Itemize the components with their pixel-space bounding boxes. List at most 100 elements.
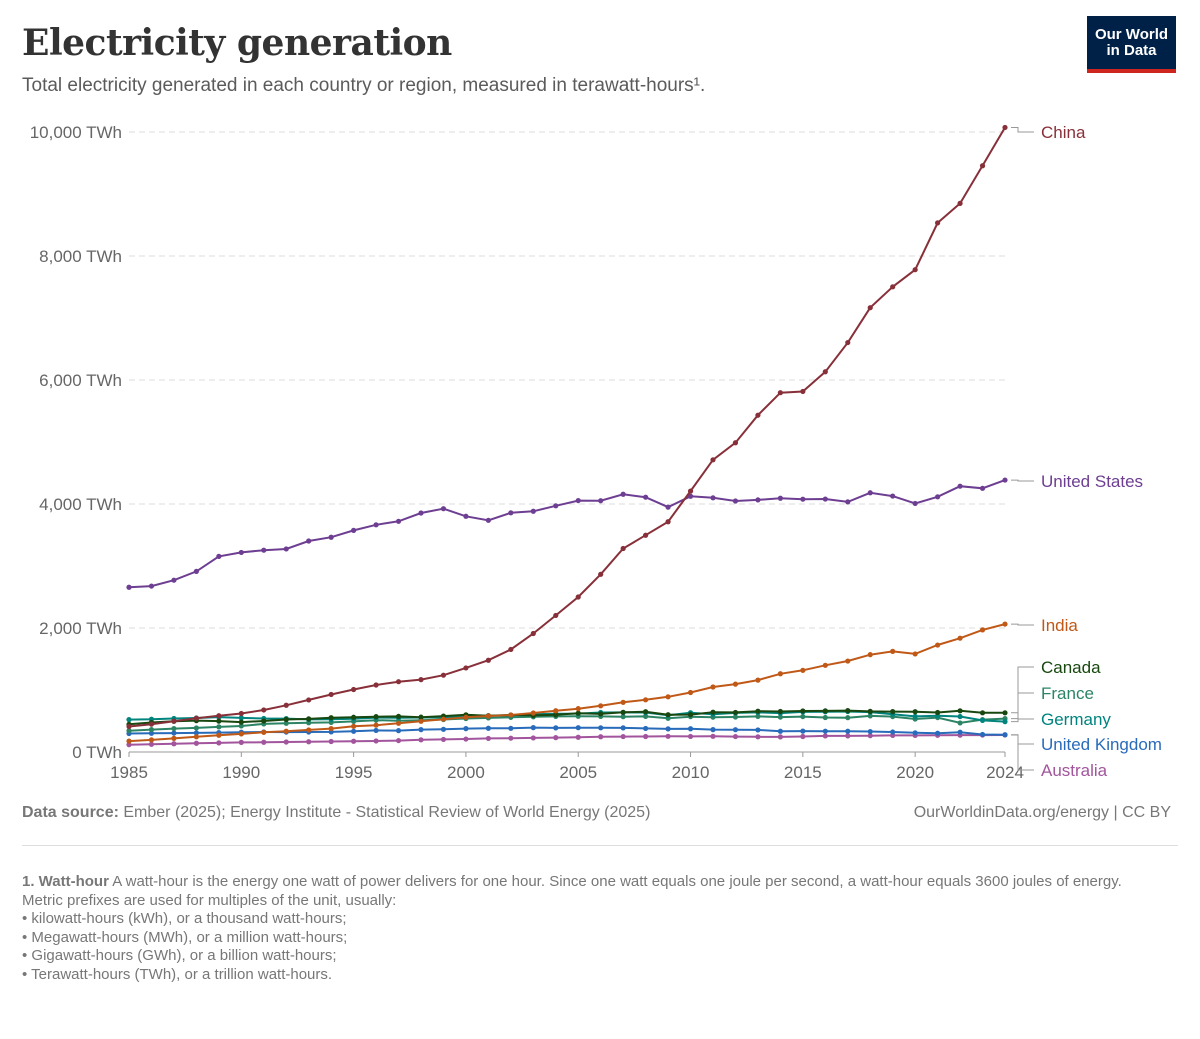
data-point [890, 709, 896, 715]
data-point [620, 725, 626, 731]
data-point [485, 713, 491, 719]
data-point [890, 729, 896, 735]
data-point [171, 577, 177, 583]
data-point [912, 651, 918, 657]
data-point [216, 713, 222, 719]
series-line-china [128, 126, 1006, 728]
data-point [553, 725, 559, 731]
data-point [395, 720, 402, 726]
data-point [845, 499, 851, 505]
data-point [687, 689, 694, 696]
data-point [598, 571, 604, 577]
y-tick-label: 0 TWh [72, 743, 122, 762]
x-tick-label: 2015 [784, 763, 822, 782]
series-line-canada [128, 709, 1005, 726]
series-line-australia [128, 734, 1006, 746]
y-tick-label: 6,000 TWh [39, 371, 122, 390]
data-point [553, 735, 559, 741]
data-point [643, 713, 649, 719]
data-point [440, 672, 447, 678]
label-connector [1011, 666, 1034, 714]
footnote-bullet: • Gigawatt-hours (GWh), or a billion wat… [22, 947, 337, 964]
data-point [755, 497, 761, 503]
data-point [216, 553, 222, 559]
data-point [755, 734, 761, 740]
data-point [1002, 477, 1008, 483]
data-point [867, 728, 873, 735]
data-point [665, 733, 671, 739]
data-point [912, 730, 918, 736]
data-point [485, 657, 491, 663]
data-point [935, 642, 941, 648]
data-point [216, 724, 222, 730]
data-point [710, 709, 716, 715]
data-point [463, 513, 469, 519]
data-point [845, 658, 851, 664]
footnote-prefix-intro: Metric prefixes are used for multiples o… [22, 891, 397, 909]
data-point [261, 707, 267, 713]
data-point [395, 737, 402, 744]
data-point [193, 730, 199, 736]
data-point [643, 733, 649, 740]
y-tick-label: 10,000 TWh [30, 123, 122, 142]
data-point [328, 715, 334, 721]
data-point [395, 679, 402, 685]
data-point [800, 667, 806, 673]
line-chart: 0 TWh 2,000 TWh 4,000 TWh 6,000 TWh 8,000 TW… [30, 123, 1162, 782]
data-point [261, 547, 267, 553]
x-tick-label: 1995 [335, 763, 373, 782]
data-point [800, 708, 806, 714]
data-point [238, 719, 244, 725]
data-point [148, 741, 155, 747]
data-point [238, 739, 244, 745]
x-tick-label: 2005 [559, 763, 597, 782]
data-point [979, 731, 986, 738]
source-label: Data source: [22, 804, 119, 821]
data-point [598, 703, 604, 709]
owid-logo[interactable]: Our World in Data [1087, 16, 1176, 73]
data-point [643, 532, 649, 538]
data-point [351, 714, 357, 720]
footnote-bullet: • Terawatt-hours (TWh), or a trillion wa… [22, 965, 333, 983]
data-point [1002, 124, 1008, 131]
series-line-united-states [128, 479, 1006, 589]
data-point [845, 708, 851, 714]
data-point [867, 708, 873, 714]
y-tick-label: 2,000 TWh [39, 619, 122, 638]
x-tick-label: 2010 [672, 763, 710, 782]
data-point [508, 646, 514, 653]
data-point [575, 497, 581, 504]
x-tick-label: 1985 [110, 763, 148, 782]
data-point [553, 708, 559, 714]
data-point [306, 716, 312, 722]
data-point [665, 504, 671, 510]
gridlines [129, 131, 1005, 629]
data-point [148, 721, 155, 727]
series-label-united-states: United States [1041, 472, 1143, 491]
data-point [575, 734, 581, 740]
data-point [351, 686, 357, 693]
source-link[interactable]: OurWorldinData.org/energy | CC BY [913, 804, 1171, 821]
data-point [1002, 732, 1008, 738]
data-point [171, 735, 177, 741]
data-point [395, 713, 402, 720]
data-point [777, 714, 783, 720]
data-point [643, 494, 649, 500]
data-point [553, 503, 559, 509]
data-point [373, 714, 379, 720]
source-text: Ember (2025); Energy Institute - Statist… [118, 804, 651, 821]
data-point [575, 725, 581, 731]
data-point [306, 538, 312, 544]
data-point [845, 728, 851, 734]
data-point [238, 731, 244, 737]
data-point [687, 726, 694, 732]
data-point [800, 713, 806, 720]
data-point [620, 733, 626, 740]
data-point [351, 527, 357, 533]
data-point [148, 583, 155, 589]
data-point [148, 730, 155, 736]
data-point [306, 727, 312, 733]
label-connector [1011, 692, 1034, 720]
data-point [373, 738, 379, 744]
series-label-united-kingdom: United Kingdom [1041, 735, 1162, 754]
